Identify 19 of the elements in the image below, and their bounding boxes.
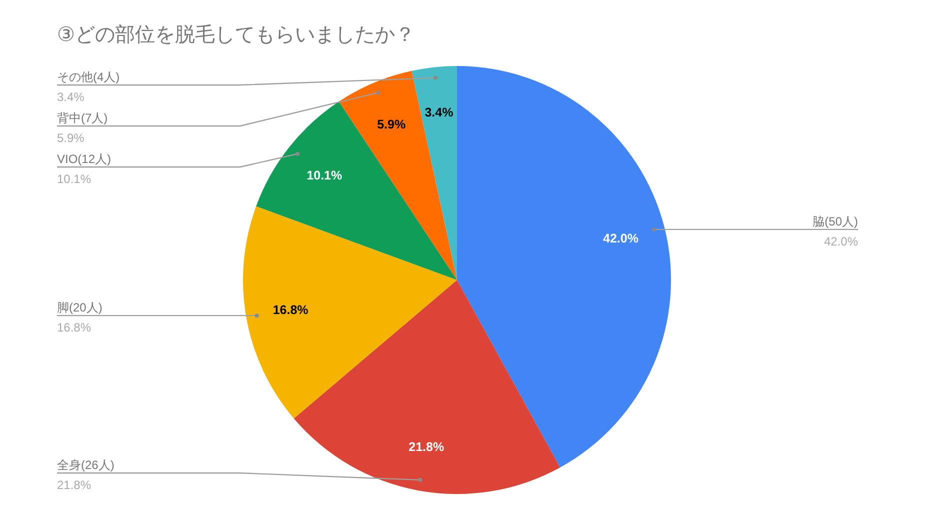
text: 10.1%	[57, 172, 92, 186]
text: 21.8%	[57, 478, 92, 492]
data-label: 16.8%	[272, 303, 308, 318]
slice-label: 脇(50人)	[812, 214, 858, 228]
chart-title: ③どの部位を脱毛してもらいましたか？	[57, 24, 415, 46]
data-label: 21.8%	[408, 440, 444, 454]
data-label: 10.1%	[306, 168, 342, 183]
slice-label: 脚(20人)	[57, 300, 102, 315]
slice-label: VIO(12人)	[57, 152, 112, 166]
text: 42.0%	[824, 234, 858, 248]
text: 5.9%	[57, 131, 84, 145]
data-label: 5.9%	[377, 118, 406, 132]
slice-label: その他(4人)	[57, 70, 120, 84]
text: 16.8%	[57, 320, 92, 335]
data-label: 3.4%	[424, 105, 454, 120]
text: 3.4%	[57, 90, 84, 104]
data-label: 42.0%	[603, 231, 638, 246]
slice-label: 背中(7人)	[57, 111, 108, 125]
slice-label: 全身(26人)	[57, 458, 114, 472]
